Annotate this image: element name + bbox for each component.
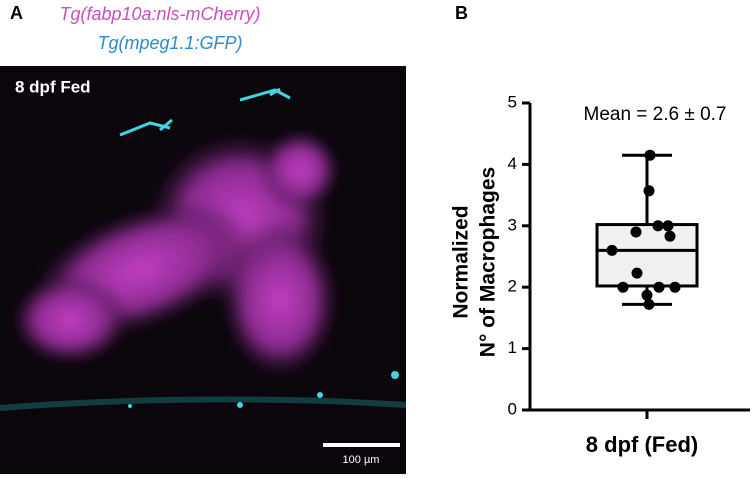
data-point xyxy=(641,289,653,301)
data-point xyxy=(669,281,681,293)
box-plot: 0 1 2 3 4 5 8 dpf (Fed) Normalized N° of Macroph… xyxy=(450,92,750,457)
y-tick-label: 0 xyxy=(508,399,517,418)
y-tick-label: 5 xyxy=(508,92,517,111)
y-axis-label: Normalized xyxy=(450,205,473,318)
y-tick-label: 3 xyxy=(508,215,517,234)
scale-bar-label: 100 µm xyxy=(343,454,380,466)
data-point xyxy=(643,185,655,197)
data-point xyxy=(652,220,664,232)
panel-label: B xyxy=(455,3,468,23)
annotation: Mean = 2.6 ± 0.7 xyxy=(584,104,727,125)
data-point xyxy=(606,244,618,256)
transgene-title: Tg(mpeg1.1:GFP) xyxy=(97,33,242,53)
y-axis-label: N° of Macrophages xyxy=(477,167,500,357)
x-tick-label: 8 dpf (Fed) xyxy=(586,432,698,457)
data-point xyxy=(617,281,629,293)
transgene-title: Tg(fabp10a:nls-mCherry) xyxy=(59,4,260,24)
y-tick-label: 2 xyxy=(508,277,517,296)
data-point xyxy=(664,230,676,242)
data-point xyxy=(653,281,665,293)
data-point xyxy=(643,298,655,310)
panel-label: A xyxy=(10,3,23,23)
image-label: 8 dpf Fed xyxy=(15,77,91,96)
y-tick-label: 1 xyxy=(508,338,517,357)
data-point xyxy=(662,220,674,232)
data-point xyxy=(644,149,656,161)
micrograph xyxy=(0,66,407,474)
data-point xyxy=(631,267,643,279)
data-point xyxy=(630,226,642,238)
box xyxy=(595,223,699,288)
y-tick-label: 4 xyxy=(508,154,517,173)
